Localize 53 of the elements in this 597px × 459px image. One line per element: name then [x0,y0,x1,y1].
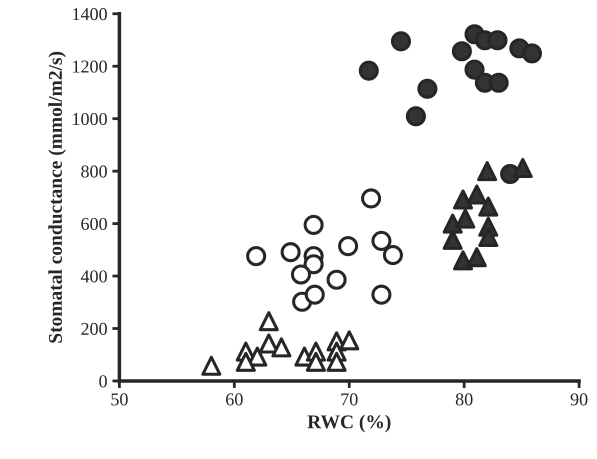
y-tick-label: 0 [99,375,107,388]
point [477,161,498,182]
point [512,158,533,178]
point [522,43,542,64]
point [361,188,382,208]
point [290,264,312,285]
point [488,72,509,93]
point [326,270,347,290]
y-tick-label: 1400 [73,8,107,20]
point [306,352,326,372]
point [466,184,487,205]
point [358,60,379,81]
point [304,284,325,305]
point [304,254,324,274]
x-tick-label: 80 [456,393,473,406]
y-tick-label: 600 [81,218,107,230]
point [339,330,360,350]
x-tick-label: 70 [341,393,358,406]
point [452,250,474,270]
point [390,31,411,52]
x-tick-label: 90 [570,393,588,406]
y-axis-title: Stomatal conductance (mmol/m2/s) [48,52,66,343]
y-tick-label: 800 [81,165,107,178]
point [280,242,301,262]
point [201,356,222,376]
x-tick-label: 60 [226,393,243,406]
point [236,352,256,372]
y-tick-label: 1000 [73,112,107,126]
y-tick-label: 400 [80,270,107,282]
point [452,189,474,210]
point [466,247,487,268]
point [442,230,463,250]
point [417,78,438,99]
x-axis-title: RWC (%) [308,414,390,432]
point [304,214,324,235]
point [246,246,266,266]
point [271,337,292,358]
y-tick-label: 200 [81,322,107,335]
point [258,311,279,332]
point [478,196,498,217]
x-tick-label: 50 [111,393,128,406]
point [406,106,426,126]
point [478,226,498,248]
point [326,352,347,372]
point [487,30,508,50]
point [464,60,485,80]
point [382,245,403,266]
point [371,230,392,251]
y-tick-label: 1200 [73,60,107,73]
point [452,41,472,62]
point [338,236,358,256]
point [455,208,476,229]
point [371,284,392,305]
